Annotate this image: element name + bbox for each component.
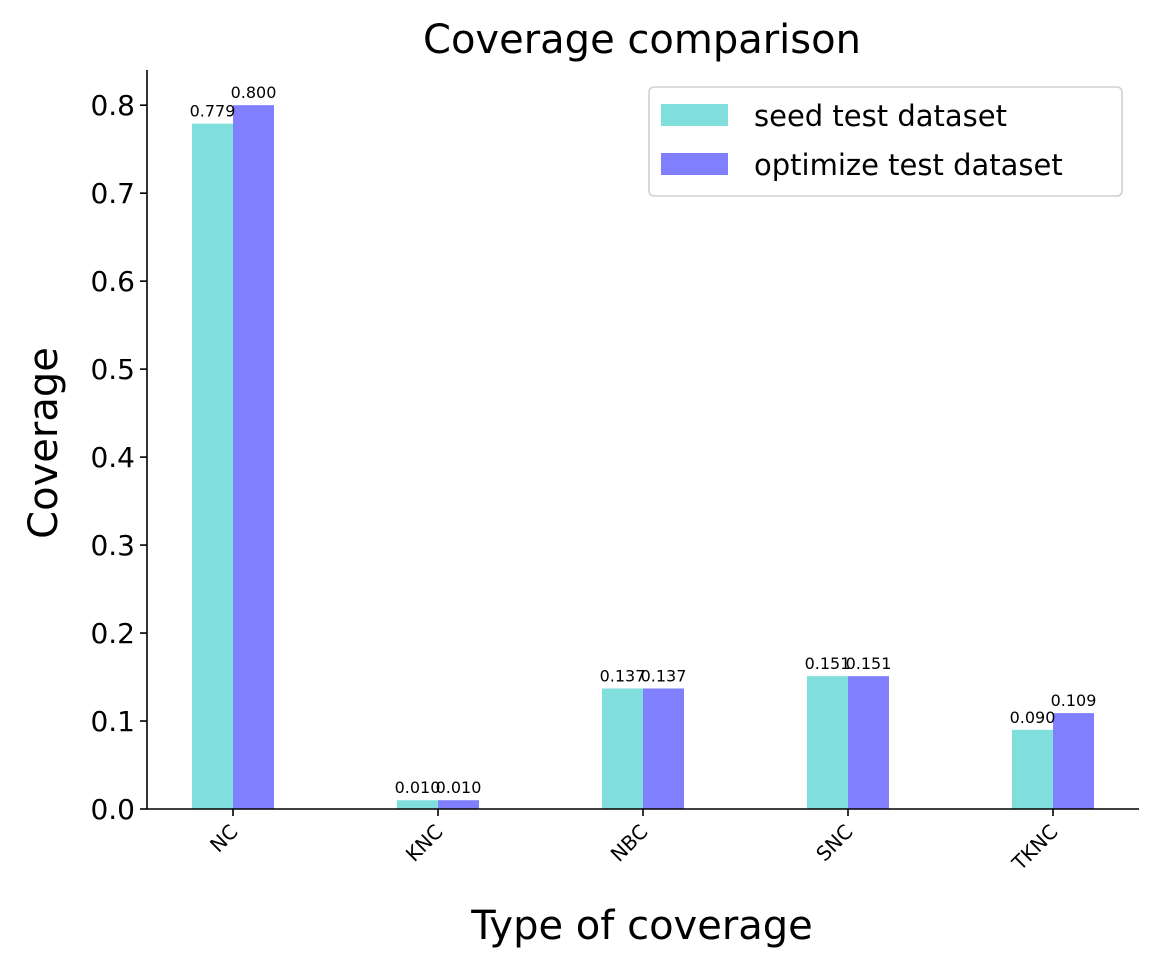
x-tick-label: NBC [606, 820, 653, 867]
x-tick-label: TKNC [1006, 820, 1062, 876]
bar-snc-optimize [848, 676, 889, 809]
bar-value-label: 0.800 [231, 83, 277, 102]
y-tick-label: 0.1 [90, 705, 135, 738]
bar-value-label: 0.137 [641, 666, 687, 685]
legend: seed test dataset optimize test dataset [648, 86, 1123, 197]
bar-knc-seed [397, 800, 438, 809]
bar-value-label: 0.010 [395, 778, 441, 797]
bar-value-label: 0.137 [600, 666, 646, 685]
y-tick-label: 0.5 [90, 353, 135, 386]
bar-tknc-seed [1012, 729, 1053, 809]
bar-knc-optimize [438, 800, 479, 809]
x-tick-label: SNC [811, 820, 857, 866]
x-tick-label: KNC [401, 820, 448, 867]
bar-value-label: 0.090 [1010, 708, 1056, 727]
y-tick-label: 0.7 [90, 177, 135, 210]
y-tick-label: 0.6 [90, 265, 135, 298]
y-tick-label: 0.0 [90, 793, 135, 826]
x-axis-label: Type of coverage [470, 903, 813, 949]
y-tick-label: 0.2 [90, 617, 135, 650]
legend-label-seed: seed test dataset [754, 99, 1007, 133]
bar-snc-seed [807, 676, 848, 809]
bar-value-label: 0.151 [846, 654, 892, 673]
x-tick-label: NC [205, 820, 242, 857]
y-axis-label: Coverage [21, 347, 67, 539]
y-tick-label: 0.4 [90, 441, 135, 474]
bar-value-label: 0.109 [1051, 691, 1097, 710]
bars-group [192, 105, 1094, 810]
y-tick-label: 0.3 [90, 529, 135, 562]
bar-nbc-optimize [643, 688, 684, 809]
y-tick-label: 0.8 [90, 89, 135, 122]
legend-frame [648, 86, 1123, 197]
bar-tknc-optimize [1053, 713, 1094, 809]
chart-title: Coverage comparison [423, 17, 861, 63]
bar-nbc-seed [602, 688, 643, 809]
bar-nc-seed [192, 123, 233, 810]
legend-swatch-optimize [661, 153, 728, 175]
bar-nc-optimize [233, 105, 274, 809]
y-ticks-group: 0.0 0.1 0.2 0.3 0.4 0.5 0.6 0.7 0.8 [90, 89, 147, 826]
bar-value-label: 0.779 [190, 102, 236, 121]
bar-value-label: 0.151 [805, 654, 851, 673]
bar-value-label: 0.010 [436, 778, 482, 797]
legend-swatch-seed [661, 104, 728, 126]
legend-label-optimize: optimize test dataset [754, 148, 1063, 182]
x-ticks-group: NC KNC NBC SNC TKNC [205, 809, 1063, 876]
